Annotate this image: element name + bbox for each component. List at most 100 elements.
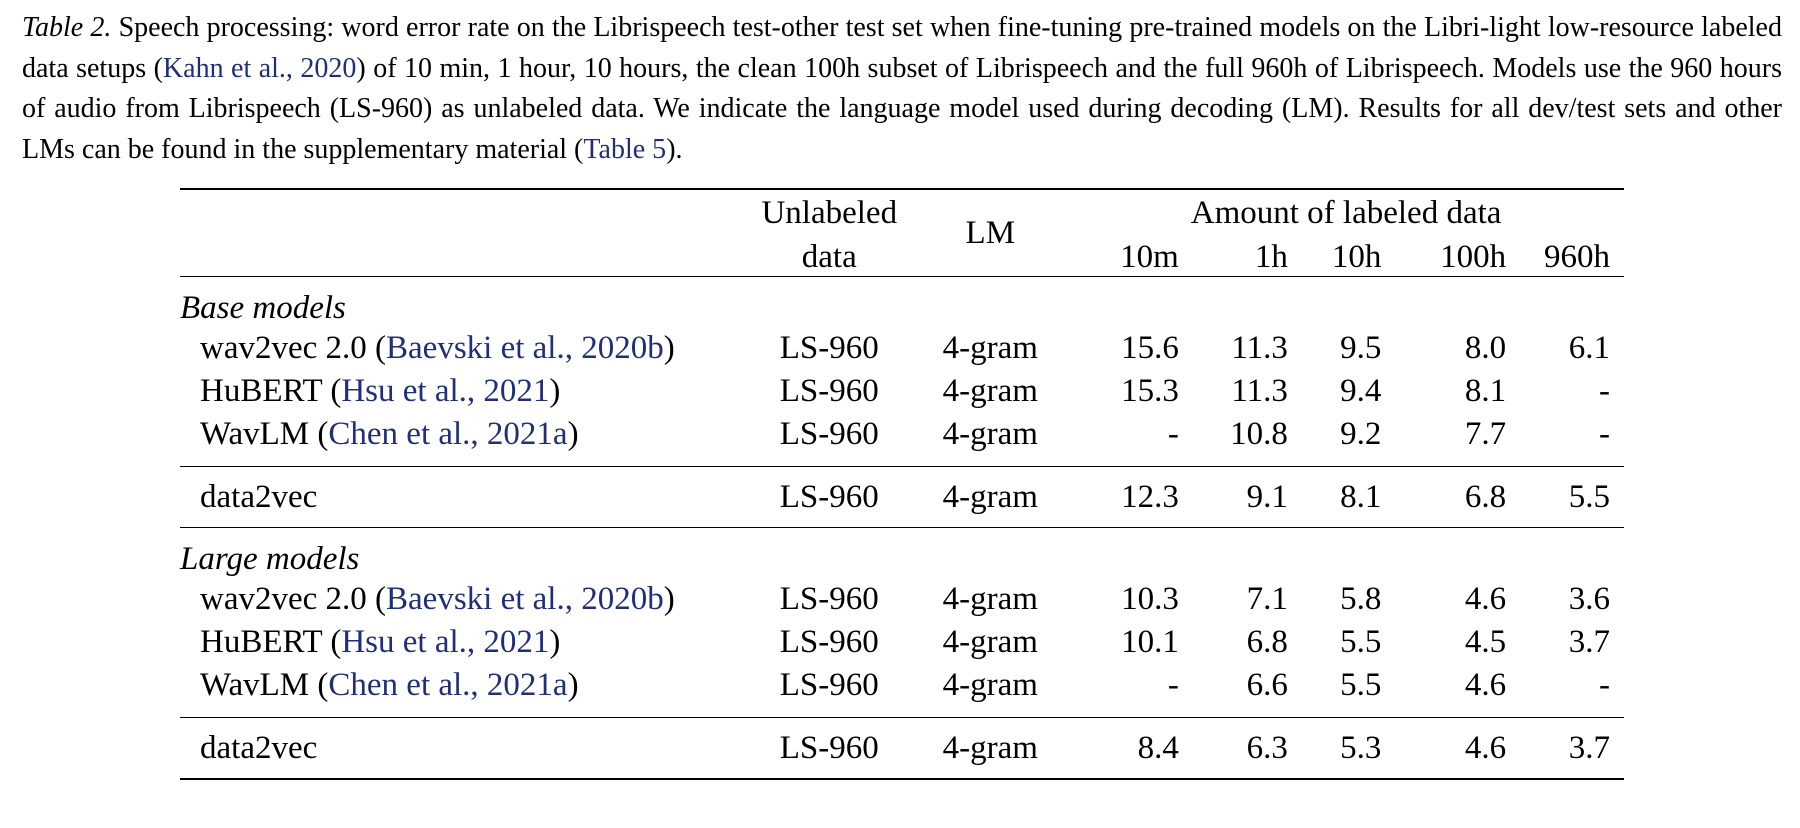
wer-cell-h1: 6.6 xyxy=(1246,667,1288,703)
wer-cell-h960: 5.5 xyxy=(1520,466,1624,528)
lm-cell: 4-gram xyxy=(942,624,1038,660)
wer-cell-h960: - xyxy=(1599,416,1610,452)
base-group-row: Base models xyxy=(180,276,1624,327)
table-row: wav2vec 2.0 (Baevski et al., 2020b) LS-96… xyxy=(180,327,1624,370)
model-name-text: wav2vec 2.0 ( xyxy=(200,581,387,617)
wer-cell-h960: 6.1 xyxy=(1568,330,1610,366)
wer-cell-h10: 5.5 xyxy=(1340,624,1382,660)
model-name-close: ) xyxy=(567,416,579,452)
model-name-close: ) xyxy=(567,667,579,703)
citation-link-kahn[interactable]: Kahn et al., 2020 xyxy=(162,52,357,84)
header-10h: 10h xyxy=(1331,239,1382,275)
wer-cell-h100: 6.8 xyxy=(1395,466,1521,528)
wer-cell-h10: 8.1 xyxy=(1301,466,1396,528)
wer-cell-m10: 15.6 xyxy=(1121,330,1179,366)
wer-cell-m10: - xyxy=(1167,667,1179,703)
citation-link[interactable]: Chen et al., 2021a xyxy=(328,667,568,703)
header-blank xyxy=(180,232,746,277)
large-group-label: Large models xyxy=(180,527,1624,578)
header-10m: 10m xyxy=(1120,239,1179,275)
wer-cell-h100: 7.7 xyxy=(1464,416,1507,452)
model-name: WavLM (Chen et al., 2021a) xyxy=(180,413,746,456)
header-blank xyxy=(180,188,747,232)
unlabeled-cell: LS-960 xyxy=(746,466,913,528)
wer-cell-h1: 6.8 xyxy=(1246,624,1288,660)
header-960h: 960h xyxy=(1544,239,1610,275)
wer-cell-h10: 5.3 xyxy=(1301,717,1396,780)
header-amount-labeled: Amount of labeled data xyxy=(1068,188,1624,232)
lm-cell: 4-gram xyxy=(942,330,1038,366)
lm-cell: 4-gram xyxy=(912,466,1069,528)
wer-cell-h100: 4.5 xyxy=(1464,624,1507,660)
header-unlabeled: Unlabeled xyxy=(746,188,913,232)
wer-cell-h10: 9.2 xyxy=(1340,416,1382,452)
wer-cell-h960: - xyxy=(1599,667,1610,703)
model-name: wav2vec 2.0 (Baevski et al., 2020b) xyxy=(180,327,746,370)
wer-cell-h100: 4.6 xyxy=(1464,667,1507,703)
spacer-row xyxy=(180,707,1624,718)
caption-text: ). xyxy=(666,133,683,165)
caption-text: Speech processing: word error rate on th… xyxy=(22,12,1782,84)
wer-cell-h960: 3.6 xyxy=(1568,581,1610,617)
lm-cell: 4-gram xyxy=(912,717,1069,780)
header-1h: 1h xyxy=(1254,239,1288,275)
model-name-text: HuBERT ( xyxy=(200,373,342,409)
wer-cell-m10: - xyxy=(1167,416,1179,452)
table-row: HuBERT (Hsu et al., 2021) LS-960 4-gram 10.… xyxy=(180,621,1624,664)
table-row: wav2vec 2.0 (Baevski et al., 2020b) LS-96… xyxy=(180,578,1624,621)
table-caption: Table 2. Speech processing: word error r… xyxy=(22,8,1782,170)
large-data2vec-row: data2vec LS-960 4-gram 8.4 6.3 5.3 4.6 3.7 xyxy=(180,717,1624,780)
table-row: WavLM (Chen et al., 2021a) LS-960 4-gram - 1… xyxy=(180,413,1624,456)
wer-cell-h100: 8.0 xyxy=(1464,330,1507,366)
unlabeled-cell: LS-960 xyxy=(779,667,879,703)
unlabeled-cell: LS-960 xyxy=(779,373,879,409)
model-name: HuBERT (Hsu et al., 2021) xyxy=(180,370,746,413)
large-group-row: Large models xyxy=(180,527,1624,578)
wer-cell-h960: 3.7 xyxy=(1568,624,1610,660)
spacer-cell xyxy=(180,456,1624,467)
header-row-1: Unlabeled LM Amount of labeled data xyxy=(180,188,1624,277)
caption-label: Table 2. xyxy=(22,12,112,43)
wer-cell-h960: 3.7 xyxy=(1520,717,1624,780)
model-name-close: ) xyxy=(549,373,561,409)
wer-cell-h1: 10.8 xyxy=(1230,416,1288,452)
wer-cell-h10: 9.4 xyxy=(1340,373,1382,409)
unlabeled-cell: LS-960 xyxy=(779,581,879,617)
citation-link[interactable]: Baevski et al., 2020b xyxy=(386,581,664,617)
wer-cell-h1: 9.1 xyxy=(1192,466,1302,528)
wer-cell-m10: 12.3 xyxy=(1068,466,1193,528)
citation-link[interactable]: Baevski et al., 2020b xyxy=(386,330,664,366)
wer-cell-h100: 4.6 xyxy=(1395,717,1521,780)
base-data2vec-row: data2vec LS-960 4-gram 12.3 9.1 8.1 6.8 5.5 xyxy=(180,466,1624,528)
wer-cell-h10: 5.8 xyxy=(1340,581,1382,617)
citation-link[interactable]: Hsu et al., 2021 xyxy=(341,624,550,660)
wer-cell-m10: 10.1 xyxy=(1121,624,1179,660)
lm-cell: 4-gram xyxy=(942,667,1038,703)
table5-link[interactable]: Table 5 xyxy=(583,133,667,165)
table-row: HuBERT (Hsu et al., 2021) LS-960 4-gram 15.… xyxy=(180,370,1624,413)
header-100h: 100h xyxy=(1440,239,1507,275)
table-row: WavLM (Chen et al., 2021a) LS-960 4-gram - 6… xyxy=(180,664,1624,707)
model-name: data2vec xyxy=(180,466,747,528)
model-name-text: WavLM ( xyxy=(200,416,329,452)
caption-text: ) of 10 min, 1 hour, 10 hours, the clean… xyxy=(22,52,1783,165)
spacer-row xyxy=(180,456,1624,467)
wer-cell-h100: 8.1 xyxy=(1464,373,1507,409)
lm-cell: 4-gram xyxy=(942,373,1038,409)
unlabeled-cell: LS-960 xyxy=(746,717,913,780)
model-name-text: HuBERT ( xyxy=(200,624,342,660)
header-lm: LM xyxy=(912,188,1069,277)
model-name-text: WavLM ( xyxy=(200,667,329,703)
citation-link[interactable]: Chen et al., 2021a xyxy=(328,416,568,452)
model-name-close: ) xyxy=(663,581,675,617)
wer-cell-m10: 8.4 xyxy=(1068,717,1193,780)
header-row-2: data 10m 1h 10h 100h 960h xyxy=(180,232,1624,277)
citation-link[interactable]: Hsu et al., 2021 xyxy=(341,373,550,409)
spacer-cell xyxy=(180,707,1624,718)
wer-cell-h1: 7.1 xyxy=(1246,581,1288,617)
unlabeled-cell: LS-960 xyxy=(779,330,879,366)
model-name-close: ) xyxy=(549,624,561,660)
lm-cell: 4-gram xyxy=(942,416,1038,452)
wer-cell-m10: 15.3 xyxy=(1121,373,1179,409)
wer-cell-m10: 10.3 xyxy=(1121,581,1179,617)
